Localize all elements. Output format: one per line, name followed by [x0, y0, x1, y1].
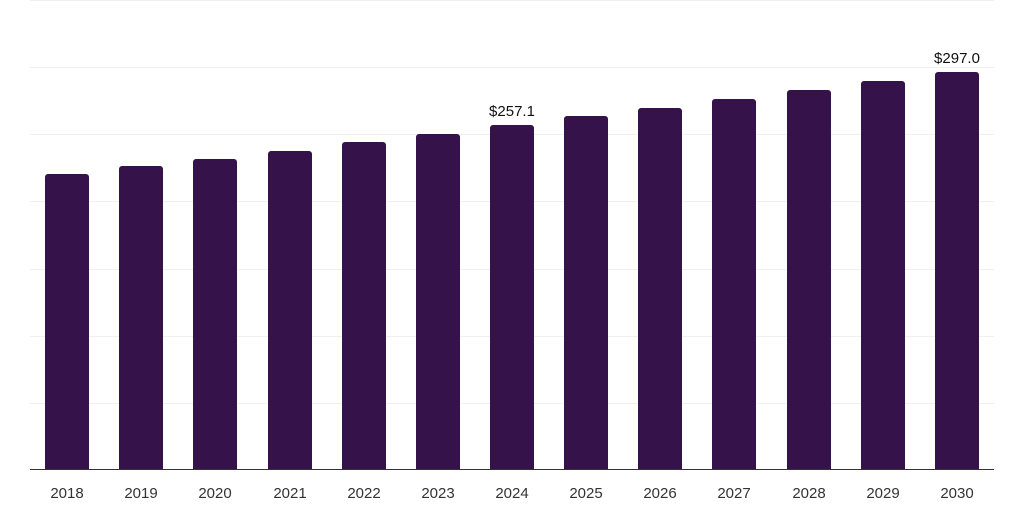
- bar-2023[interactable]: [416, 134, 460, 470]
- bar-2020[interactable]: [193, 159, 237, 470]
- bar-2027[interactable]: [712, 99, 756, 470]
- bar-2028[interactable]: [787, 90, 831, 470]
- x-tick-label: 2019: [124, 485, 158, 502]
- data-label-2030: $297.0: [934, 50, 980, 67]
- bar-2024[interactable]: [490, 125, 534, 470]
- x-tick-label: 2020: [198, 485, 232, 502]
- bar-2029[interactable]: [861, 81, 905, 470]
- gridline: [30, 0, 994, 1]
- x-tick-label: 2028: [792, 485, 826, 502]
- x-tick-label: 2022: [347, 485, 381, 502]
- x-tick-label: 2030: [940, 485, 974, 502]
- x-tick-label: 2027: [717, 485, 751, 502]
- x-tick-label: 2021: [273, 485, 307, 502]
- x-tick-label: 2023: [421, 485, 455, 502]
- x-tick-label: 2018: [50, 485, 84, 502]
- bar-2030[interactable]: [935, 72, 979, 470]
- bar-2026[interactable]: [638, 108, 682, 470]
- x-axis-line: [30, 469, 994, 470]
- x-tick-label: 2024: [495, 485, 529, 502]
- bar-2021[interactable]: [268, 151, 312, 470]
- data-label-2024: $257.1: [489, 103, 535, 120]
- x-tick-label: 2026: [643, 485, 677, 502]
- x-tick-label: 2029: [866, 485, 900, 502]
- gridline: [30, 67, 994, 68]
- bar-2018[interactable]: [45, 174, 89, 470]
- bar-2022[interactable]: [342, 142, 386, 470]
- bar-2025[interactable]: [564, 116, 608, 470]
- x-tick-label: 2025: [569, 485, 603, 502]
- bar-2019[interactable]: [119, 166, 163, 470]
